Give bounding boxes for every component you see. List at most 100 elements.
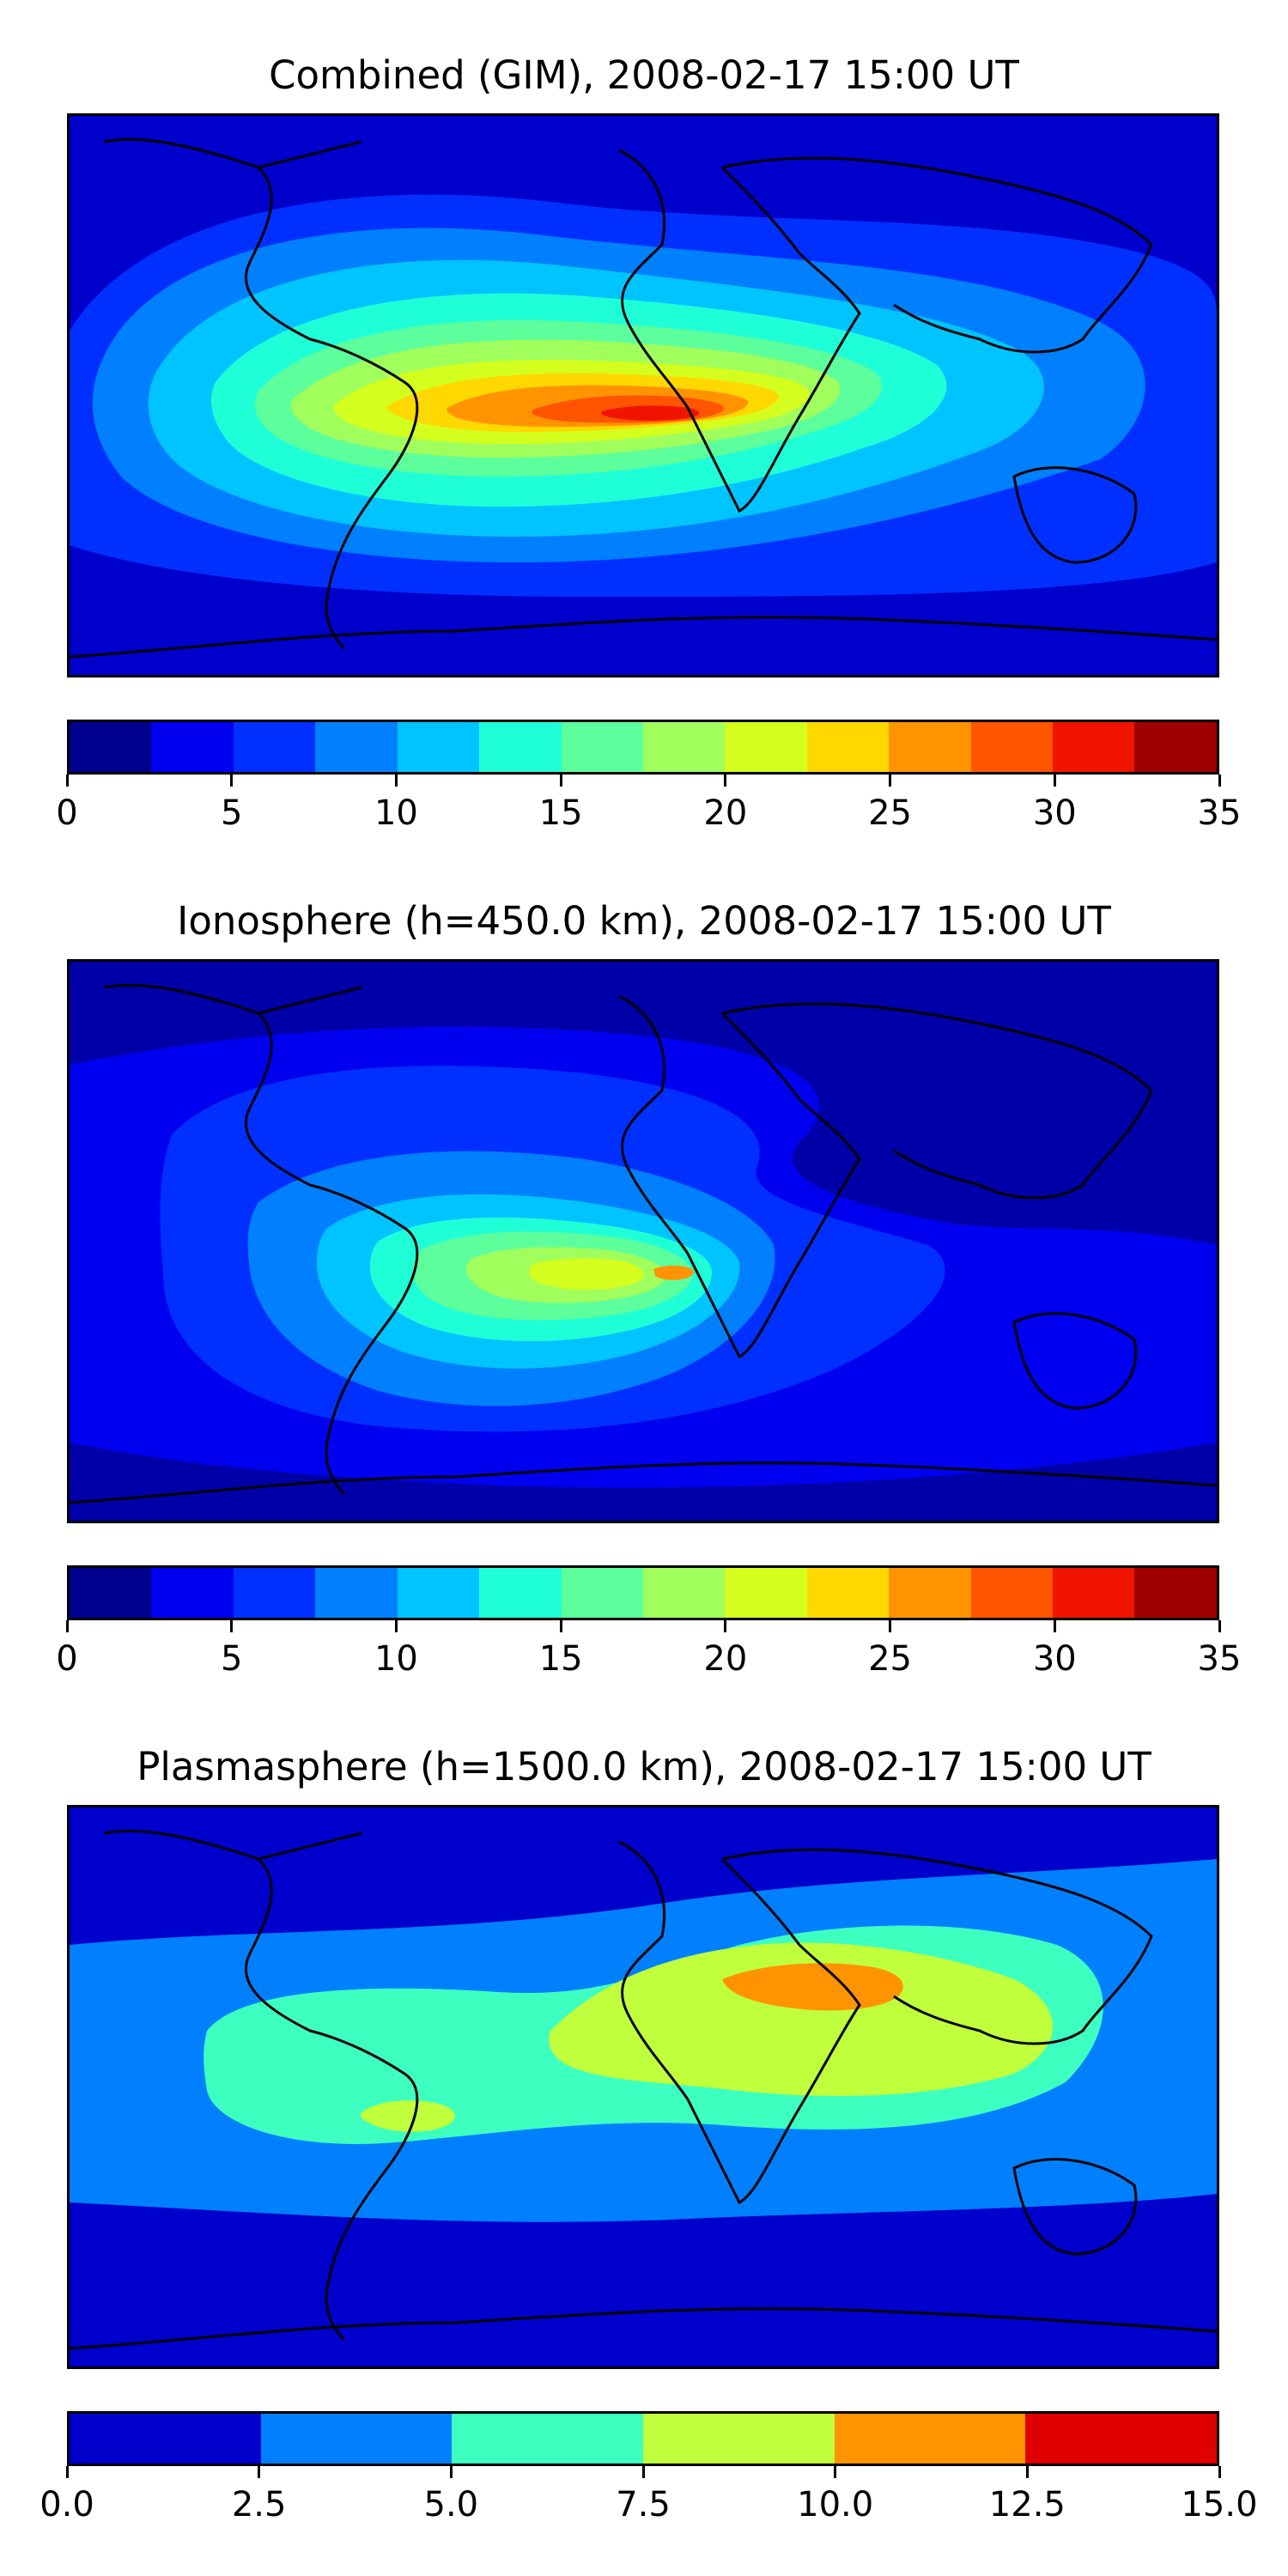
colorbar-segment: [806, 722, 890, 772]
colorbar-tick-label: 30: [1032, 1639, 1077, 1679]
colorbar-segment: [479, 722, 562, 772]
colorbar-tick-label: 12.5: [988, 2485, 1066, 2524]
colorbar-tick-mark: [65, 1620, 69, 1632]
colorbar-tick-mark: [65, 2466, 69, 2478]
colorbar-tick-mark: [834, 2466, 837, 2478]
colorbar-segment: [1134, 1568, 1217, 1618]
colorbar-segment: [70, 2414, 261, 2464]
colorbar-segment: [1053, 1568, 1135, 1618]
panel-title: Combined (GIM), 2008-02-17 15:00 UT: [269, 52, 1019, 98]
colorbar-segment: [1134, 722, 1217, 772]
colorbar-tick-mark: [394, 775, 398, 787]
coastline-asia: [721, 1002, 1153, 1200]
colorbar-tick-label: 0.0: [39, 2485, 94, 2524]
contour-band: [360, 2100, 455, 2132]
colorbar-tick-label: 10: [374, 793, 418, 833]
map-svg: [70, 1807, 1217, 2366]
colorbar-segment: [970, 1568, 1054, 1618]
coastline-australia: [1012, 1312, 1138, 1410]
contour-band: [653, 1265, 694, 1280]
colorbar-tick-mark: [559, 775, 562, 787]
colorbar-segment: [561, 722, 643, 772]
coastline-australia: [1012, 2158, 1138, 2256]
colorbar-segment: [397, 1568, 480, 1618]
colorbar-tick-mark: [230, 1620, 234, 1632]
colorbar-segment: [315, 1568, 398, 1618]
colorbar-segment: [643, 2414, 835, 2464]
colorbar-segment: [725, 722, 807, 772]
colorbar-segment: [479, 1568, 562, 1618]
colorbar: [67, 720, 1219, 775]
colorbar-tick-mark: [65, 775, 69, 787]
colorbar-tick-label: 30: [1032, 793, 1077, 833]
coastline-americas: [103, 137, 419, 650]
colorbar-tick-label: 5: [220, 1639, 243, 1679]
colorbar-tick-mark: [889, 1620, 892, 1632]
contour-band: [601, 405, 700, 421]
colorbar-tick-label: 0: [56, 1639, 78, 1679]
colorbar-tick-mark: [1218, 775, 1221, 787]
colorbar-tick-label: 7.5: [616, 2485, 671, 2524]
colorbar-segment: [70, 1568, 152, 1618]
colorbar-tick-label: 2.5: [231, 2485, 287, 2524]
colorbar-tick-label: 20: [703, 1639, 748, 1679]
panel-title: Plasmasphere (h=1500.0 km), 2008-02-17 1…: [137, 1744, 1151, 1789]
colorbar-tick-label: 5: [220, 793, 243, 833]
colorbar-tick-label: 25: [868, 793, 913, 833]
colorbar-tick-label: 10.0: [797, 2485, 874, 2524]
colorbar-segment: [151, 1568, 234, 1618]
tec-map: [67, 959, 1219, 1523]
colorbar-segment: [1053, 722, 1135, 772]
coastline-africa-europe: [618, 994, 861, 1359]
coastline-antarctica: [70, 1461, 1217, 1504]
colorbar-segment: [233, 722, 316, 772]
colorbar-segment: [806, 1568, 890, 1618]
colorbar-tick-mark: [1218, 2466, 1221, 2478]
panel-combined: Combined (GIM), 2008-02-17 15:00 UT: [0, 0, 1288, 859]
colorbar-segment: [834, 2414, 1026, 2464]
panel-title: Ionosphere (h=450.0 km), 2008-02-17 15:0…: [177, 898, 1111, 944]
colorbar-tick-label: 15: [538, 793, 583, 833]
map-svg: [70, 116, 1217, 675]
coastline-antarctica: [70, 2307, 1217, 2350]
coastline-asia: [721, 1848, 1153, 2045]
panel-plasmasphere: Plasmasphere (h=1500.0 km), 2008-02-17 1…: [0, 1692, 1288, 2550]
colorbar-tick-label: 25: [868, 1639, 913, 1679]
colorbar-tick-label: 15.0: [1181, 2485, 1258, 2524]
tec-map: [67, 113, 1219, 677]
colorbar-tick-label: 35: [1197, 1639, 1242, 1679]
colorbar-tick-label: 5.0: [423, 2485, 479, 2524]
map-svg: [70, 962, 1217, 1521]
coastline-americas: [103, 983, 419, 1496]
panel-ionosphere: Ionosphere (h=450.0 km), 2008-02-17 15:0…: [0, 846, 1288, 1704]
colorbar-segment: [561, 1568, 643, 1618]
tec-map: [67, 1805, 1219, 2369]
colorbar-tick-label: 35: [1197, 793, 1242, 833]
colorbar-segment: [889, 1568, 971, 1618]
colorbar-tick-mark: [394, 1620, 398, 1632]
colorbar: [67, 2411, 1219, 2466]
colorbar-tick-mark: [1025, 2466, 1029, 2478]
colorbar-ticks: 0 5 10 15 20 25 30 35: [56, 775, 1241, 843]
colorbar-tick-mark: [258, 2466, 261, 2478]
colorbar-segment: [970, 722, 1054, 772]
colorbar-segment: [1025, 2414, 1218, 2464]
colorbar-segment: [70, 722, 152, 772]
colorbar-tick-label: 10: [374, 1639, 418, 1679]
contour-band: [549, 1942, 1053, 2096]
colorbar-tick-mark: [1218, 1620, 1221, 1632]
colorbar-segment: [452, 2414, 644, 2464]
colorbar-tick-mark: [1053, 1620, 1056, 1632]
colorbar-segment: [233, 1568, 316, 1618]
colorbar-tick-mark: [230, 775, 234, 787]
coastline-americas: [103, 1829, 419, 2342]
colorbar-segment: [642, 1568, 726, 1618]
coastline-asia: [721, 156, 1153, 354]
coastline-antarctica: [70, 616, 1217, 659]
colorbar-segment: [889, 722, 971, 772]
colorbar-tick-mark: [889, 775, 892, 787]
colorbar-ticks: 0.0 2.5 5.0 7.5 10.0 12.5 15.0: [39, 2466, 1258, 2535]
colorbar-tick-mark: [449, 2466, 453, 2478]
colorbar-tick-mark: [724, 1620, 727, 1632]
colorbar-tick-mark: [559, 1620, 562, 1632]
